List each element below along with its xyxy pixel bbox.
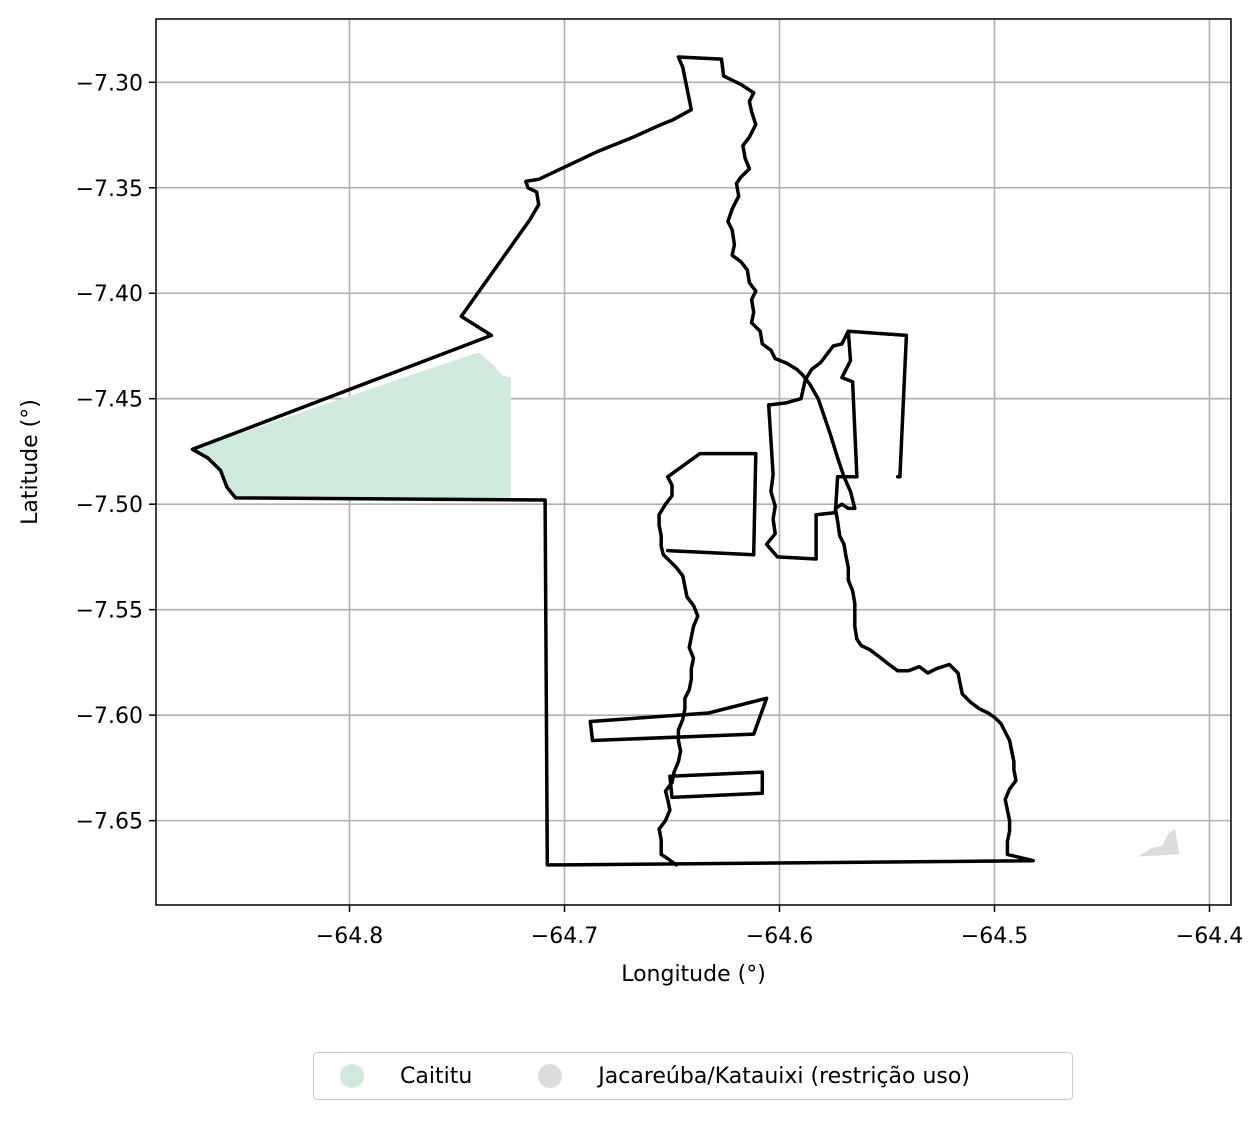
y-tick-label: −7.35 — [76, 177, 143, 202]
y-axis-ticks: −7.30 −7.35 −7.40 −7.45 −7.50 −7.55 −7.60 −7.65 — [76, 71, 156, 835]
x-axis-label: Longitude (°) — [621, 962, 766, 987]
y-axis-label: Latitude (°) — [18, 399, 43, 525]
x-tick-label: −64.4 — [1176, 924, 1243, 949]
boundary-line-3 — [764, 329, 909, 561]
region-1 — [1138, 829, 1180, 857]
y-tick-label: −7.45 — [76, 388, 143, 413]
x-axis-ticks: −64.8 −64.7 −64.6 −64.5 −64.4 — [316, 905, 1243, 949]
boundary-line-0 — [190, 55, 1035, 867]
x-tick-label: −64.5 — [961, 924, 1028, 949]
legend-item-caititu: Caititu — [340, 1064, 472, 1089]
x-tick-label: −64.6 — [746, 924, 813, 949]
boundary-line-4 — [766, 329, 851, 407]
y-tick-label: −7.40 — [76, 282, 143, 307]
legend-swatch-jacareuba — [538, 1064, 563, 1088]
x-tick-label: −64.7 — [531, 924, 598, 949]
plot-frame — [155, 18, 1232, 906]
boundary-line-5 — [588, 696, 769, 743]
legend-item-jacareuba: Jacareúba/Katauixi (restrição uso) — [538, 1064, 970, 1089]
x-tick-label: −64.8 — [316, 924, 383, 949]
y-tick-label: −7.65 — [76, 810, 143, 835]
regions — [192, 352, 1180, 857]
y-tick-label: −7.30 — [76, 71, 143, 96]
region-0 — [192, 352, 511, 498]
legend-swatch-caititu — [340, 1064, 364, 1088]
boundaries — [190, 55, 1035, 867]
legend: Caititu Jacareúba/Katauixi (restrição us… — [313, 1052, 1073, 1100]
legend-label: Caititu — [400, 1063, 473, 1089]
boundary-line-2 — [665, 451, 758, 557]
y-tick-label: −7.60 — [76, 704, 143, 729]
y-tick-label: −7.50 — [76, 493, 143, 518]
grid — [156, 19, 1231, 905]
boundary-line-1 — [657, 475, 700, 867]
legend-label: Jacareúba/Katauixi (restrição uso) — [598, 1063, 970, 1089]
boundary-line-6 — [668, 770, 765, 800]
y-tick-label: −7.55 — [76, 599, 143, 624]
